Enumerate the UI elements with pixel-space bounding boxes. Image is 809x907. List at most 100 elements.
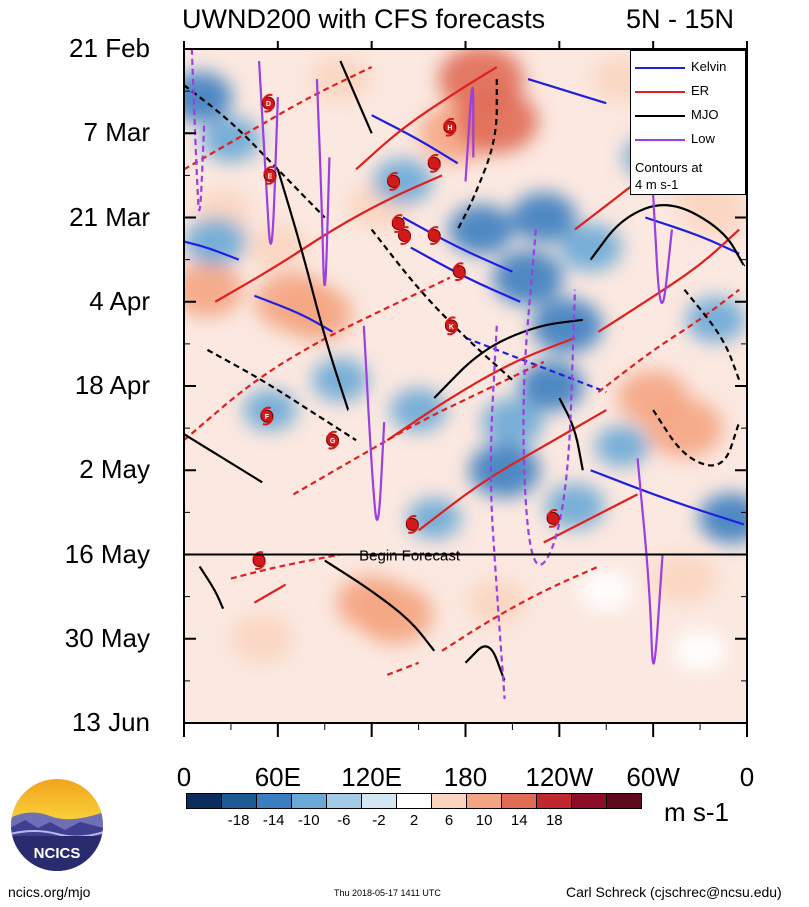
tropical-cyclone-icon: D — [261, 93, 276, 113]
y-tick-label: 16 May — [64, 538, 150, 569]
kelvin-contour — [253, 294, 334, 333]
colorbar — [186, 793, 642, 809]
forecast-label: Begin Forecast — [359, 548, 461, 565]
low-contour — [257, 60, 279, 245]
legend-mjo: MJO — [635, 107, 743, 125]
cyclone-label: G — [330, 438, 336, 445]
mjo-contour — [589, 203, 745, 267]
colorbar-label: 10 — [475, 812, 493, 829]
cyclone-label: H — [447, 125, 452, 132]
ncics-logo: NCICS — [11, 779, 103, 871]
x-tick-label: 0 — [176, 762, 192, 792]
cyclone-label: D — [266, 101, 271, 108]
legend-swatch — [635, 91, 685, 93]
cyclone-label: E — [268, 173, 273, 180]
mjo-contour — [683, 289, 741, 381]
legend-low: Low — [635, 131, 743, 149]
legend-label: Low — [691, 131, 715, 146]
mjo-contour — [558, 397, 584, 471]
easterly-anomaly-blob — [243, 389, 297, 431]
mjo-contour — [324, 559, 436, 652]
colorbar-swatch — [467, 794, 502, 808]
y-tick-label: 21 Feb — [69, 33, 150, 63]
chart-title-bar: UWND200 with CFS forecasts 5N - 15N — [0, 0, 809, 36]
kelvin-contour — [410, 246, 521, 303]
westerly-anomaly-blob — [579, 570, 634, 612]
colorbar-swatch — [397, 794, 432, 808]
tropical-cyclone-icon: K — [444, 316, 459, 336]
legend-label: ER — [691, 83, 710, 98]
easterly-anomaly-blob — [698, 493, 747, 544]
er-contour — [543, 493, 639, 544]
easterly-anomaly-blob — [511, 192, 577, 243]
tropical-cyclone-icon — [252, 551, 266, 570]
tropical-cyclone-icon: E — [263, 166, 277, 185]
er-contour — [597, 288, 740, 393]
legend: Kelvin ER MJO Low Contours at 4 m s-1 — [630, 50, 746, 195]
axis-ticks — [183, 41, 748, 737]
easterly-anomaly-blob — [519, 361, 585, 411]
easterly-anomaly-blob — [373, 158, 433, 205]
x-tick-label: 60W — [626, 762, 680, 792]
kelvin-contour — [590, 469, 745, 526]
westerly-anomaly-blob — [248, 224, 308, 271]
westerly-anomaly-blob — [651, 553, 717, 604]
legend-swatch — [635, 115, 685, 117]
mjo-contour — [339, 60, 373, 134]
chart-title: UWND200 with CFS forecasts — [182, 4, 546, 34]
y-tick-label: 21 Mar — [69, 201, 150, 232]
low-contour — [190, 49, 206, 212]
x-tick-label: 120E — [341, 762, 403, 792]
tropical-cyclone-icon — [427, 226, 442, 245]
mjo-contour — [652, 409, 741, 467]
colorbar-swatch — [327, 794, 362, 808]
easterly-anomaly-blob — [390, 388, 447, 432]
colorbar-swatch — [292, 794, 327, 808]
er-contour — [253, 583, 287, 604]
tropical-cyclone-icon — [452, 262, 467, 282]
colorbar-label: -6 — [337, 812, 351, 829]
kelvin-contour — [184, 240, 240, 261]
chart-region: 5N - 15N — [626, 4, 735, 34]
easterly-anomaly-blob — [201, 116, 261, 163]
tropical-cyclone-icon: F — [259, 406, 274, 426]
colorbar-swatch — [572, 794, 607, 808]
legend-note: Contours at 4 m s-1 — [635, 159, 702, 193]
kelvin-contour — [371, 114, 459, 165]
er-contour — [597, 228, 740, 333]
low-contour — [489, 325, 506, 700]
easterly-anomaly-blob — [559, 223, 622, 272]
y-tick-label: 30 May — [64, 622, 150, 653]
mjo-contour — [456, 79, 498, 231]
legend-label: MJO — [691, 107, 719, 122]
tropical-cyclone-icon — [427, 153, 442, 173]
westerly-anomaly-blob — [646, 398, 723, 458]
er-contour — [292, 360, 545, 496]
westerly-anomaly-blob — [231, 614, 294, 663]
legend-er: ER — [635, 83, 743, 101]
y-tick-label: 4 Apr — [89, 285, 150, 316]
y-tick-label: 2 May — [79, 454, 150, 485]
tropical-cyclone-icon — [546, 509, 560, 528]
er-contour — [355, 66, 498, 171]
colorbar-label: 18 — [545, 812, 563, 829]
easterly-anomaly-blob — [595, 425, 649, 467]
tropical-cyclone-icon: H — [442, 117, 457, 137]
legend-note-line: 4 m s-1 — [635, 177, 679, 192]
colorbar-label: -2 — [372, 812, 386, 829]
colorbar-label: 2 — [409, 812, 419, 829]
tropical-cyclone-icon: G — [325, 430, 340, 450]
er-contour — [230, 553, 341, 580]
mjo-contour — [276, 169, 350, 411]
x-tick-label: 120W — [525, 762, 594, 792]
colorbar-swatch — [222, 794, 257, 808]
colorbar-label: 6 — [444, 812, 454, 829]
legend-swatch — [635, 139, 685, 141]
er-contour — [386, 336, 576, 442]
easterly-anomaly-blob — [492, 250, 564, 305]
kelvin-contour — [465, 336, 607, 394]
easterly-anomaly-blob — [184, 72, 233, 123]
legend-note-line: Contours at — [635, 160, 703, 175]
footer-author: Carl Schreck (cjschrec@ncsu.edu) — [566, 884, 782, 900]
cyclone-label: F — [265, 414, 270, 421]
